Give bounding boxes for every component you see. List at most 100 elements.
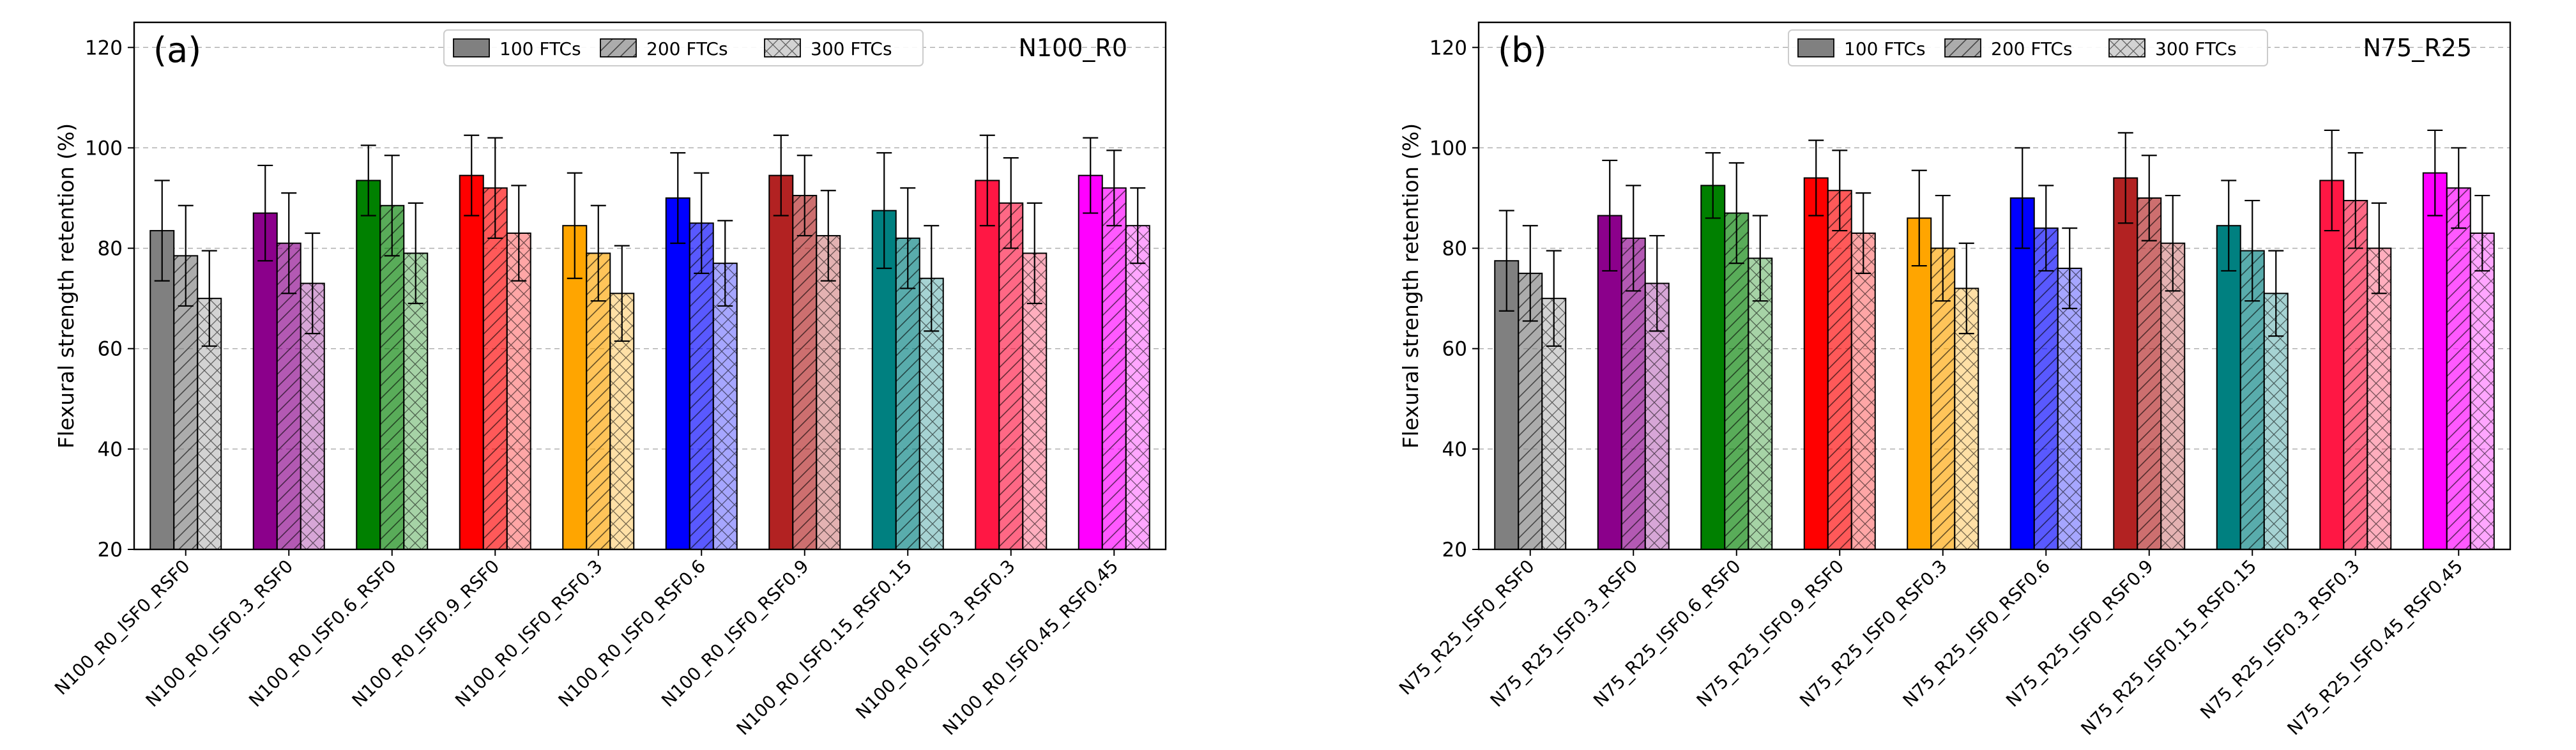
x-tick-label: N75_R25_ISF0.15_RSF0.15 bbox=[2077, 556, 2261, 740]
legend-swatch bbox=[1797, 38, 1834, 57]
legend: 100 FTCs 200 FTCs 300 FTCs bbox=[1788, 29, 2268, 66]
bar-300-ftcs bbox=[1022, 252, 1048, 550]
bar-hatch bbox=[2344, 200, 2368, 549]
y-tick-label: 100 bbox=[1429, 137, 1467, 160]
bar-fill bbox=[2114, 178, 2138, 550]
bar-200-ftcs bbox=[1827, 190, 1852, 550]
bar-fill bbox=[2216, 226, 2241, 549]
bar-fill bbox=[459, 175, 484, 550]
bar-hatch bbox=[689, 223, 713, 549]
y-tick-label: 20 bbox=[98, 539, 123, 562]
y-tick-label: 80 bbox=[1442, 238, 1467, 261]
bar-hatch bbox=[483, 188, 507, 549]
bar-200-ftcs bbox=[689, 222, 714, 550]
bar-hatch bbox=[1827, 190, 1852, 549]
bar-300-ftcs bbox=[816, 234, 841, 550]
bar-fill bbox=[253, 213, 277, 550]
bar-300-ftcs bbox=[2057, 268, 2082, 550]
legend-swatch bbox=[600, 38, 637, 57]
bar-hatch bbox=[507, 233, 531, 549]
bar-300-ftcs bbox=[1541, 298, 1567, 550]
y-tick-label: 60 bbox=[98, 338, 123, 361]
bar-fill bbox=[1078, 175, 1102, 550]
bar-hatch bbox=[896, 238, 920, 549]
bar-100-ftcs bbox=[252, 212, 278, 551]
bar-100-ftcs bbox=[768, 174, 794, 550]
bar-200-ftcs bbox=[2137, 197, 2162, 550]
bar-fill bbox=[975, 180, 1000, 549]
bar-hatch bbox=[2367, 248, 2391, 549]
bar-hatch bbox=[816, 235, 841, 549]
bar-hatch bbox=[793, 195, 817, 550]
bar-200-ftcs bbox=[276, 242, 301, 550]
bar-200-ftcs bbox=[2033, 227, 2059, 550]
bar-fill bbox=[1701, 185, 1725, 549]
bar-hatch bbox=[277, 243, 301, 549]
bar-200-ftcs bbox=[2343, 199, 2368, 550]
bar-hatch bbox=[2470, 233, 2494, 549]
bar-100-ftcs bbox=[665, 197, 690, 550]
legend-box bbox=[443, 29, 924, 66]
bar-fill bbox=[2320, 180, 2344, 549]
axes-frame bbox=[1477, 21, 2511, 551]
bar-fill bbox=[150, 231, 174, 549]
y-tick-label: 40 bbox=[98, 438, 123, 461]
y-tick-label: 20 bbox=[1442, 539, 1467, 562]
legend-entry: 100 FTCs bbox=[499, 38, 581, 59]
bar-100-ftcs bbox=[2422, 172, 2448, 550]
bar-hatch bbox=[1748, 258, 1772, 549]
bar-300-ftcs bbox=[2469, 233, 2495, 550]
y-tick-label: 120 bbox=[85, 36, 123, 59]
chart-title: N75_R25 bbox=[2363, 34, 2472, 62]
x-tick-label: N75_R25_ISF0.45_RSF0.45 bbox=[2283, 556, 2467, 740]
bar-300-ftcs bbox=[2160, 242, 2186, 550]
bar-300-ftcs bbox=[2366, 247, 2392, 550]
chart-title: N100_R0 bbox=[1018, 34, 1127, 62]
swatch-hatch bbox=[2109, 39, 2145, 57]
panel-label: (a) bbox=[153, 30, 201, 70]
bar-hatch bbox=[1851, 233, 1875, 549]
bar-300-ftcs bbox=[1748, 257, 1773, 550]
bar-200-ftcs bbox=[586, 252, 611, 550]
bar-fill bbox=[356, 180, 381, 549]
bar-200-ftcs bbox=[792, 195, 818, 551]
bar-300-ftcs bbox=[1850, 233, 1876, 550]
bar-100-ftcs bbox=[2009, 197, 2035, 550]
y-tick-label: 100 bbox=[85, 137, 123, 160]
legend-swatch bbox=[2108, 38, 2145, 57]
bar-hatch bbox=[1102, 188, 1126, 549]
legend-entry: 200 FTCs bbox=[646, 38, 728, 59]
bar-fill bbox=[769, 175, 793, 550]
bar-200-ftcs bbox=[1101, 187, 1127, 550]
bar-hatch bbox=[586, 253, 611, 549]
bar-hatch bbox=[2446, 188, 2471, 549]
y-axis-label: Flexural strength retention (%) bbox=[1398, 123, 1423, 448]
bar-fill bbox=[2423, 172, 2447, 549]
bar-100-ftcs bbox=[1907, 217, 1932, 550]
y-tick-label: 40 bbox=[1442, 438, 1467, 461]
bar-hatch bbox=[2034, 228, 2058, 549]
y-tick-label: 120 bbox=[1429, 36, 1467, 59]
bar-200-ftcs bbox=[2446, 187, 2471, 550]
panel-label: (b) bbox=[1498, 30, 1546, 70]
swatch-outline bbox=[600, 38, 637, 57]
y-tick-label: 80 bbox=[98, 238, 123, 261]
swatch-outline bbox=[2108, 38, 2145, 57]
bar-100-ftcs bbox=[2319, 180, 2345, 550]
bar-hatch bbox=[2057, 268, 2082, 549]
y-tick-label: 60 bbox=[1442, 338, 1467, 361]
swatch-outline bbox=[764, 38, 801, 57]
bar-fill bbox=[2010, 198, 2034, 549]
bar-fill bbox=[666, 198, 690, 549]
y-axis-label: Flexural strength retention (%) bbox=[54, 123, 79, 448]
legend-box bbox=[1788, 29, 2268, 66]
bar-fill bbox=[1804, 178, 1828, 550]
bar-hatch bbox=[1725, 213, 1749, 550]
legend-swatch bbox=[764, 38, 801, 57]
bar-200-ftcs bbox=[895, 237, 920, 550]
legend-entry: 100 FTCs bbox=[1844, 38, 1926, 59]
axes-frame bbox=[133, 21, 1167, 551]
bar-100-ftcs bbox=[1803, 177, 1829, 551]
x-tick-label: N100_R0_ISF0.45_RSF0.45 bbox=[939, 556, 1123, 740]
swatch-hatch bbox=[600, 39, 636, 57]
